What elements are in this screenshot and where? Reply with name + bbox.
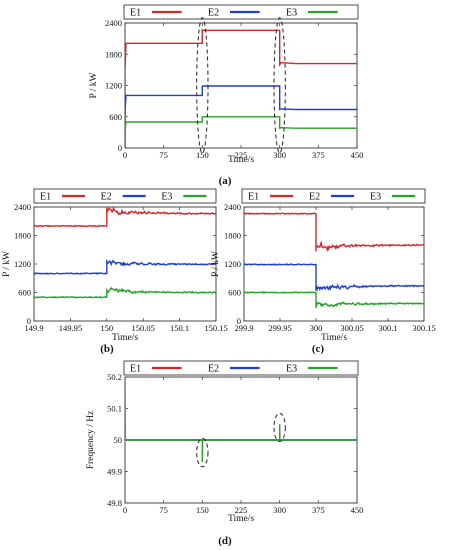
x-axis-label: Time/s — [228, 155, 254, 165]
legend-label: E3 — [286, 8, 297, 19]
x-tick-label: 149.95 — [59, 323, 82, 333]
highlight-ellipse — [273, 412, 286, 443]
series-line-e3 — [34, 287, 216, 299]
x-tick-label: 300 — [273, 150, 286, 160]
x-tick-label: 300.1 — [378, 323, 397, 333]
x-axis-label: Time/s — [112, 333, 138, 343]
y-tick-label: 2400 — [14, 202, 31, 212]
x-tick-label: 0 — [123, 505, 127, 515]
x-tick-label: 150.15 — [204, 323, 227, 333]
chart-panel-c: E1 E2 E3 0 600 1200 1800 2400 299.9 299.95 300 300.… — [211, 188, 436, 355]
y-tick-label: 50 — [114, 435, 123, 445]
x-tick-label: 75 — [159, 505, 168, 515]
x-axis-label: Time/s — [321, 333, 347, 343]
highlight-ellipse — [196, 437, 209, 468]
series-line-e1 — [244, 212, 424, 252]
x-tick-label: 75 — [159, 150, 168, 160]
x-tick-label: 150 — [196, 150, 209, 160]
legend-label: E1 — [248, 192, 259, 203]
x-tick-label: 450 — [351, 505, 364, 515]
x-tick-label: 150 — [196, 505, 209, 515]
y-tick-label: 49.9 — [107, 467, 122, 477]
y-tick-label: 600 — [18, 288, 31, 298]
y-tick-label: 50.2 — [107, 372, 122, 382]
y-tick-label: 1800 — [224, 231, 241, 241]
x-tick-label: 450 — [351, 150, 364, 160]
x-tick-label: 149.9 — [24, 323, 43, 333]
y-tick-label: 600 — [109, 112, 122, 122]
x-tick-label: 300 — [310, 323, 323, 333]
y-axis-label: Frequency / Hz — [86, 411, 96, 470]
y-tick-label: 2400 — [105, 18, 122, 28]
y-tick-label: 1800 — [105, 49, 122, 59]
legend-label: E1 — [130, 8, 141, 19]
y-axis-label: P / kW — [89, 72, 99, 98]
y-axis-label: P / kW — [211, 251, 221, 277]
legend-label: E2 — [208, 364, 219, 375]
x-tick-label: 300.05 — [340, 323, 363, 333]
legend-label: E3 — [161, 192, 172, 203]
y-tick-label: 2400 — [224, 202, 241, 212]
x-tick-label: 225 — [235, 150, 248, 160]
panel-caption: (d) — [218, 535, 232, 547]
series-line-e2 — [125, 85, 357, 148]
x-tick-label: 300 — [273, 505, 286, 515]
series-line-e2 — [34, 259, 216, 275]
x-tick-label: 150.1 — [170, 323, 189, 333]
y-tick-label: 50.1 — [107, 404, 122, 414]
panel-caption: (b) — [100, 343, 114, 355]
y-tick-label: 0 — [27, 316, 31, 326]
x-tick-label: 375 — [312, 505, 325, 515]
legend-label: E2 — [208, 8, 219, 19]
y-tick-label: 600 — [228, 288, 241, 298]
series-line-e1 — [34, 207, 216, 228]
chart-panel-d: E1 E2 E3 49.8 49.9 50 50.1 50.2 0 75 150 225 300 375 4… — [86, 360, 364, 547]
highlight-ellipse — [273, 17, 286, 154]
panel-caption: (a) — [219, 175, 232, 187]
series-line-e3 — [244, 291, 424, 309]
x-axis-label: Time/s — [228, 514, 254, 524]
legend-label: E1 — [40, 192, 51, 203]
y-tick-label: 0 — [237, 316, 241, 326]
legend-label: E2 — [309, 192, 320, 203]
x-tick-label: 150.05 — [132, 323, 155, 333]
chart-panel-a: E1 E2 E3 0 600 1200 1800 2400 0 75 150 225 300 375 450… — [89, 4, 364, 187]
x-tick-label: 150 — [100, 323, 113, 333]
y-tick-label: 1800 — [14, 231, 31, 241]
highlight-ellipse — [196, 17, 209, 154]
y-tick-label: 1200 — [224, 259, 241, 269]
legend-label: E3 — [370, 192, 381, 203]
legend-label: E3 — [286, 364, 297, 375]
series-line-e2 — [244, 263, 424, 292]
x-tick-label: 0 — [123, 150, 127, 160]
x-tick-label: 299.9 — [234, 323, 253, 333]
y-tick-label: 1200 — [105, 81, 122, 91]
series-line-e1 — [125, 28, 357, 148]
y-tick-label: 1200 — [14, 259, 31, 269]
legend-label: E1 — [130, 364, 141, 375]
panel-caption: (c) — [312, 343, 325, 355]
series-line-e3 — [125, 377, 357, 463]
x-tick-label: 300.15 — [412, 323, 435, 333]
series-line-e3 — [125, 116, 357, 148]
y-axis-label: P / kW — [2, 251, 12, 277]
x-tick-label: 225 — [235, 505, 248, 515]
y-tick-label: 49.8 — [107, 498, 122, 508]
y-tick-label: 0 — [118, 143, 122, 153]
chart-panel-b: E1 E2 E3 0 600 1200 1800 2400 149.9 149.95 150 150.… — [2, 188, 228, 355]
legend-label: E2 — [101, 192, 112, 203]
x-tick-label: 299.95 — [268, 323, 291, 333]
x-tick-label: 375 — [312, 150, 325, 160]
